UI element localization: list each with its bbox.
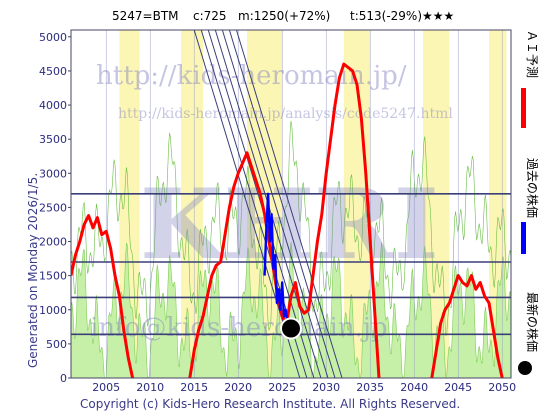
green-upper-line (71, 120, 511, 336)
legend-swatch-ai (521, 88, 526, 128)
latest-price-marker (280, 317, 302, 340)
y-tick-label-10: 5000 (39, 31, 67, 44)
legend-marker-latest (518, 361, 532, 375)
y-tick-label-8: 4000 (39, 99, 67, 112)
series-1-segment-0 (263, 192, 291, 330)
y-tick-label-6: 3000 (39, 167, 67, 180)
trend-line-6 (235, 30, 343, 378)
y-tick-label-7: 3500 (39, 133, 67, 146)
watermark-url: http://kids-heromain.jp/ (96, 61, 407, 91)
y-tick-label-5: 2500 (39, 201, 67, 214)
x-tick-label-7: 2040 (400, 381, 428, 394)
x-tick-label-9: 2050 (488, 381, 516, 394)
min-price: t:513(-29%) (350, 9, 422, 23)
x-tick-label-1: 2010 (136, 381, 164, 394)
y-tick-label-2: 1000 (39, 304, 67, 317)
generated-date: Generated on Monday 2026/1/5. (26, 173, 40, 368)
stock-code: 5247=BTM (112, 9, 179, 23)
trend-line-5 (228, 30, 336, 378)
legend-label-past: 過去の株価 (525, 158, 540, 218)
x-tick-label-6: 2035 (356, 381, 384, 394)
plot-frame (70, 29, 512, 379)
x-axis: 2005 2010 2015 2020 2025 2030 2035 2040 2045 2050 (92, 381, 516, 394)
y-tick-label-1: 500 (46, 338, 67, 351)
max-price: m:1250(+72%) (238, 9, 330, 23)
series-0-segment-0 (71, 214, 135, 378)
x-tick-label-2: 2015 (180, 381, 208, 394)
x-tick-label-5: 2030 (312, 381, 340, 394)
watermark-email: info@kids-heromain.jp (90, 313, 388, 343)
current-price: c:725 (193, 9, 227, 23)
legend-swatch-past (521, 222, 526, 254)
y-tick-label-9: 4500 (39, 65, 67, 78)
legend: ＡＩ予測 過去の株価 最新の株価 (518, 30, 540, 375)
watermark-url-2: http://kids-heromain.jp/analysis/code524… (118, 106, 453, 122)
x-tick-label-0: 2005 (92, 381, 120, 394)
y-tick-label-0: 0 (60, 372, 67, 385)
rating-stars: ★★★ (422, 9, 454, 23)
watermark-logo: KHRI (140, 168, 439, 281)
copyright: Copyright (c) Kids-Hero Research Institu… (80, 397, 460, 411)
trend-line-0 (193, 30, 301, 378)
y-tick-label-4: 2000 (39, 236, 67, 249)
x-tick-label-8: 2045 (444, 381, 472, 394)
y-axis: 0 500 1000 1500 2000 2500 3000 3500 4000 4500 5000 (39, 31, 71, 385)
legend-label-latest: 最新の株価 (525, 292, 540, 352)
trend-line-4 (221, 30, 329, 378)
x-tick-label-3: 2020 (224, 381, 252, 394)
legend-label-ai: ＡＩ予測 (525, 30, 539, 78)
latest-price-dot (280, 317, 302, 340)
y-tick-label-3: 1500 (39, 270, 67, 283)
series-0-segment-2 (430, 274, 504, 378)
prediction-bands (119, 30, 507, 378)
x-tick-label-4: 2025 (268, 381, 296, 394)
